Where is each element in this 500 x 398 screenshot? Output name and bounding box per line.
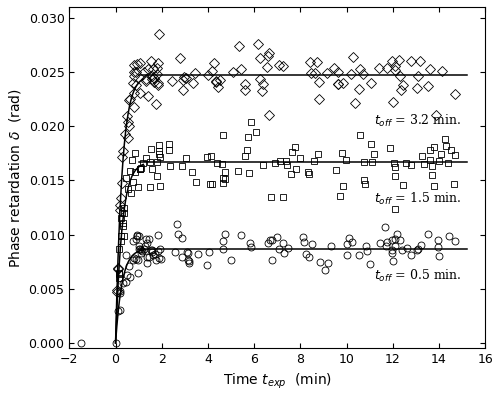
Text: $t_{off}$ = 3.2 min.: $t_{off}$ = 3.2 min. — [374, 113, 462, 129]
Text: $t_{off}$ = 1.5 min.: $t_{off}$ = 1.5 min. — [374, 191, 462, 207]
X-axis label: Time $t_{exp}$  (min): Time $t_{exp}$ (min) — [222, 372, 332, 391]
Text: $t_{off}$ = 0.5 min.: $t_{off}$ = 0.5 min. — [374, 268, 462, 284]
Y-axis label: Phase retardation $\delta$  (rad): Phase retardation $\delta$ (rad) — [7, 88, 23, 267]
